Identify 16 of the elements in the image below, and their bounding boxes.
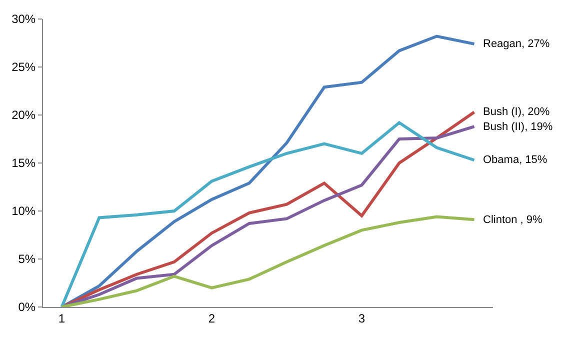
series-label: Bush (II), 19% <box>483 121 553 133</box>
y-tick-label: 0% <box>18 300 36 314</box>
x-tick-label: 2 <box>208 311 216 326</box>
series-label: Clinton , 9% <box>483 214 543 226</box>
line-series <box>60 215 476 307</box>
y-tick-label: 15% <box>12 156 36 170</box>
x-tick-label: 3 <box>358 311 366 326</box>
y-tick-label: 5% <box>18 252 36 266</box>
series-label: Obama, 15% <box>483 154 548 166</box>
y-tick-label: 10% <box>12 204 36 218</box>
x-tick-label: 1 <box>58 311 66 326</box>
series-label: Reagan, 27% <box>483 38 550 50</box>
y-tick-label: 25% <box>12 60 36 74</box>
series-label: Bush (I), 20% <box>483 106 550 118</box>
y-tick-label: 30% <box>12 12 36 26</box>
y-tick-label: 20% <box>12 108 36 122</box>
